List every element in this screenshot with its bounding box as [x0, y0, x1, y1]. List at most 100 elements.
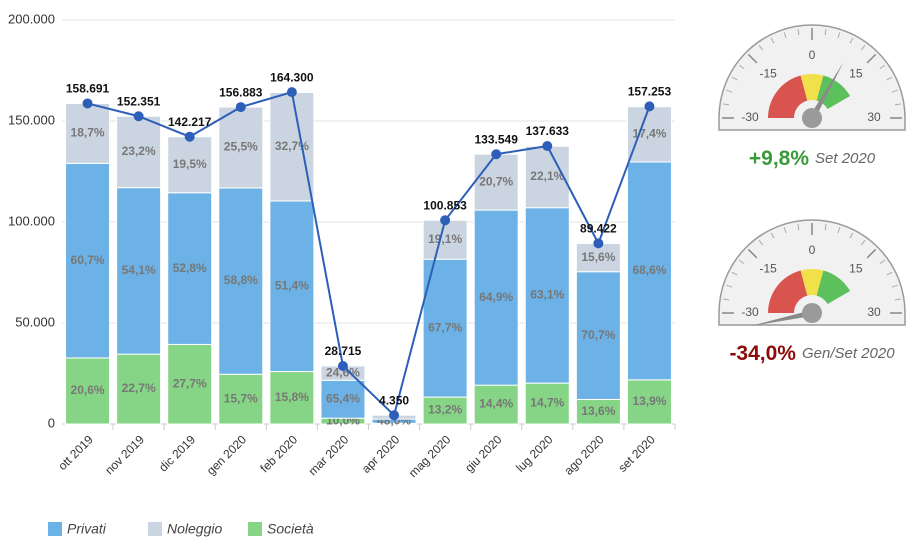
gauge-minor-tick: [738, 64, 745, 70]
bar-segment: [473, 153, 519, 211]
x-tick-label: ott 2019: [55, 432, 96, 473]
gauge-tick-label: 15: [849, 261, 863, 275]
bar-segment: [524, 382, 570, 425]
gauge-minor-tick: [849, 37, 854, 44]
gauge-tick-label: -15: [759, 66, 777, 80]
x-tick-label: set 2020: [615, 432, 658, 475]
bar-segment: [269, 371, 315, 425]
x-tick-label: ago 2020: [561, 432, 607, 478]
gauge-band: [800, 73, 824, 101]
total-point: [184, 131, 195, 142]
legend-label: Noleggio: [167, 521, 222, 537]
gauge-period: Gen/Set 2020: [802, 345, 895, 362]
segment-label: 68,6%: [632, 263, 666, 277]
gauge-minor-tick: [731, 271, 738, 276]
gauge-minor-tick: [783, 32, 787, 39]
gauge-band: [816, 270, 851, 304]
gauge-minor-tick: [837, 32, 841, 39]
gauge-minor-tick: [886, 76, 893, 81]
gauge-tick-label: 0: [809, 243, 816, 257]
total-point: [82, 98, 93, 109]
gauge-minor-tick: [770, 232, 775, 239]
y-tick-label: 200.000: [8, 11, 55, 26]
gauge-hub: [802, 108, 822, 128]
gauge-tick-label: -15: [759, 261, 777, 275]
gauge-minor-tick: [723, 103, 730, 106]
legend-label: Privati: [67, 521, 107, 537]
segment-label: 20,7%: [479, 174, 513, 188]
x-tick-label: lug 2020: [513, 432, 556, 475]
gauge-period: Set 2020: [815, 150, 876, 167]
bar-segment: [218, 106, 264, 189]
bar-segment: [167, 192, 213, 345]
bar-segment: [422, 219, 468, 260]
total-point: [593, 238, 604, 249]
x-tick-label: dic 2019: [156, 432, 198, 474]
segment-label: 64,9%: [479, 290, 513, 304]
gauge-value: -34,0%: [729, 342, 796, 365]
total-label: 164.300: [270, 70, 314, 84]
gauge-minor-tick: [886, 271, 893, 276]
bar-segment: [575, 271, 621, 400]
gauge-minor-tick: [891, 284, 898, 288]
total-label: 158.691: [66, 82, 110, 96]
gauge-tick-label: -30: [741, 305, 759, 319]
gauge-value: +9,8%: [749, 147, 809, 170]
gauge-band: [816, 75, 851, 109]
segment-label: 14,4%: [479, 397, 513, 411]
total-label: 133.549: [475, 132, 519, 146]
gauge-minor-tick: [849, 232, 854, 239]
total-label: 142.217: [168, 115, 212, 129]
gauge-tick-label: -30: [741, 110, 759, 124]
segment-label: 20,6%: [71, 383, 105, 397]
total-label: 152.351: [117, 94, 161, 108]
segment-label: 25,5%: [224, 140, 258, 154]
gauge-minor-tick: [758, 44, 764, 51]
legend-swatch: [148, 522, 162, 536]
x-tick-label: giu 2020: [462, 432, 505, 475]
legend-label: Società: [267, 521, 314, 537]
gauge-minor-tick: [860, 44, 866, 51]
bar-segment: [626, 379, 672, 425]
total-point: [542, 140, 553, 151]
bar-segment: [218, 187, 264, 375]
total-label: 89.422: [580, 222, 617, 236]
segment-label: 51,4%: [275, 278, 309, 292]
gauge-minor-tick: [879, 259, 886, 265]
segment-label: 15,6%: [581, 250, 615, 264]
total-point: [389, 410, 400, 421]
gauge-tick: [747, 248, 758, 259]
gauge-hub: [802, 303, 822, 323]
gauge-minor-tick: [797, 224, 800, 231]
segment-label: 58,8%: [224, 273, 258, 287]
segment-label: 23,2%: [122, 144, 156, 158]
gauge-minor-tick: [770, 37, 775, 44]
gauge-minor-tick: [894, 298, 901, 301]
segment-label: 19,5%: [173, 157, 207, 171]
legend-swatch: [248, 522, 262, 536]
segment-label: 19,1%: [428, 232, 462, 246]
gauge-tick: [747, 53, 758, 64]
gauge-minor-tick: [726, 89, 733, 93]
gauge-minor-tick: [824, 224, 827, 231]
segment-label: 22,1%: [530, 169, 564, 183]
total-label: 100.853: [423, 198, 467, 212]
gauge-minor-tick: [783, 227, 787, 234]
gauge-minor-tick: [731, 76, 738, 81]
bar-segment: [524, 207, 570, 384]
total-point: [235, 102, 246, 113]
y-tick-label: 100.000: [8, 213, 55, 228]
total-point: [440, 215, 451, 226]
bar-segment: [626, 161, 672, 381]
segment-label: 32,7%: [275, 139, 309, 153]
bar-segment: [575, 398, 621, 425]
legend-swatch: [48, 522, 62, 536]
segment-label: 65,4%: [326, 391, 360, 405]
bar-segment: [65, 162, 111, 359]
gauge-minor-tick: [758, 239, 764, 246]
gauge-readout: +9,8% Set 2020: [749, 147, 876, 170]
x-tick-label: mar 2020: [306, 432, 352, 478]
bar-segment: [626, 106, 672, 163]
segment-label: 22,7%: [122, 381, 156, 395]
